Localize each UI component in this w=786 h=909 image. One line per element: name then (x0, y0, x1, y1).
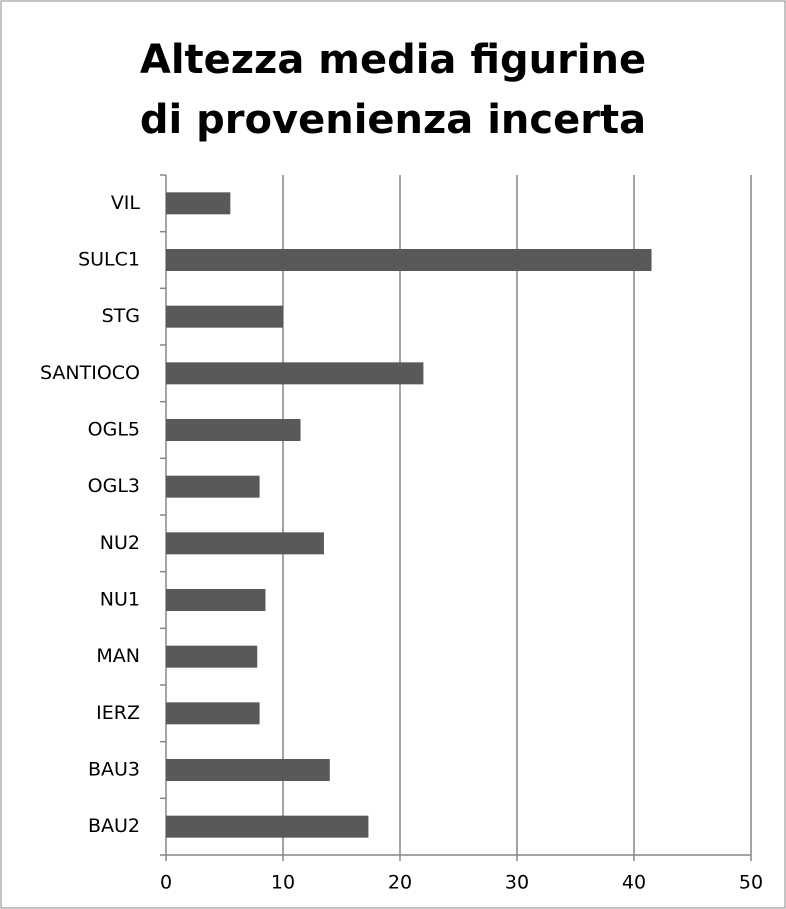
x-tick-label: 20 (388, 872, 412, 894)
x-tick-label: 50 (739, 872, 763, 894)
bar (166, 475, 260, 498)
y-tick-label: BAU3 (88, 759, 140, 781)
y-tick-label: OGL5 (88, 419, 140, 441)
bar (166, 305, 283, 328)
bar (166, 589, 266, 611)
bar (166, 645, 258, 668)
y-tick-label: STG (102, 305, 140, 327)
y-tick-label: VIL (111, 192, 141, 214)
y-tick-label: BAU2 (88, 815, 140, 837)
bar (166, 249, 652, 271)
bar (166, 532, 324, 555)
bar (166, 419, 301, 441)
y-tick-label: OGL3 (88, 475, 140, 497)
bar (166, 759, 330, 781)
x-tick-label: 30 (505, 872, 529, 894)
y-tick-label: NU1 (100, 589, 140, 611)
y-tick-label: SULC1 (78, 249, 140, 271)
y-tick-label: NU2 (100, 532, 140, 554)
y-tick-label: MAN (96, 645, 140, 667)
y-tick-label: SANTIOCO (40, 362, 140, 384)
x-tick-label: 0 (160, 872, 172, 894)
bar (166, 702, 260, 725)
y-tick-label: IERZ (96, 702, 140, 724)
bar (166, 815, 369, 838)
x-tick-label: 10 (271, 872, 295, 894)
x-tick-label: 40 (622, 872, 646, 894)
bar (166, 192, 231, 215)
chart-title: Altezza media figurine di provenienza in… (139, 37, 647, 143)
bar (166, 362, 424, 385)
